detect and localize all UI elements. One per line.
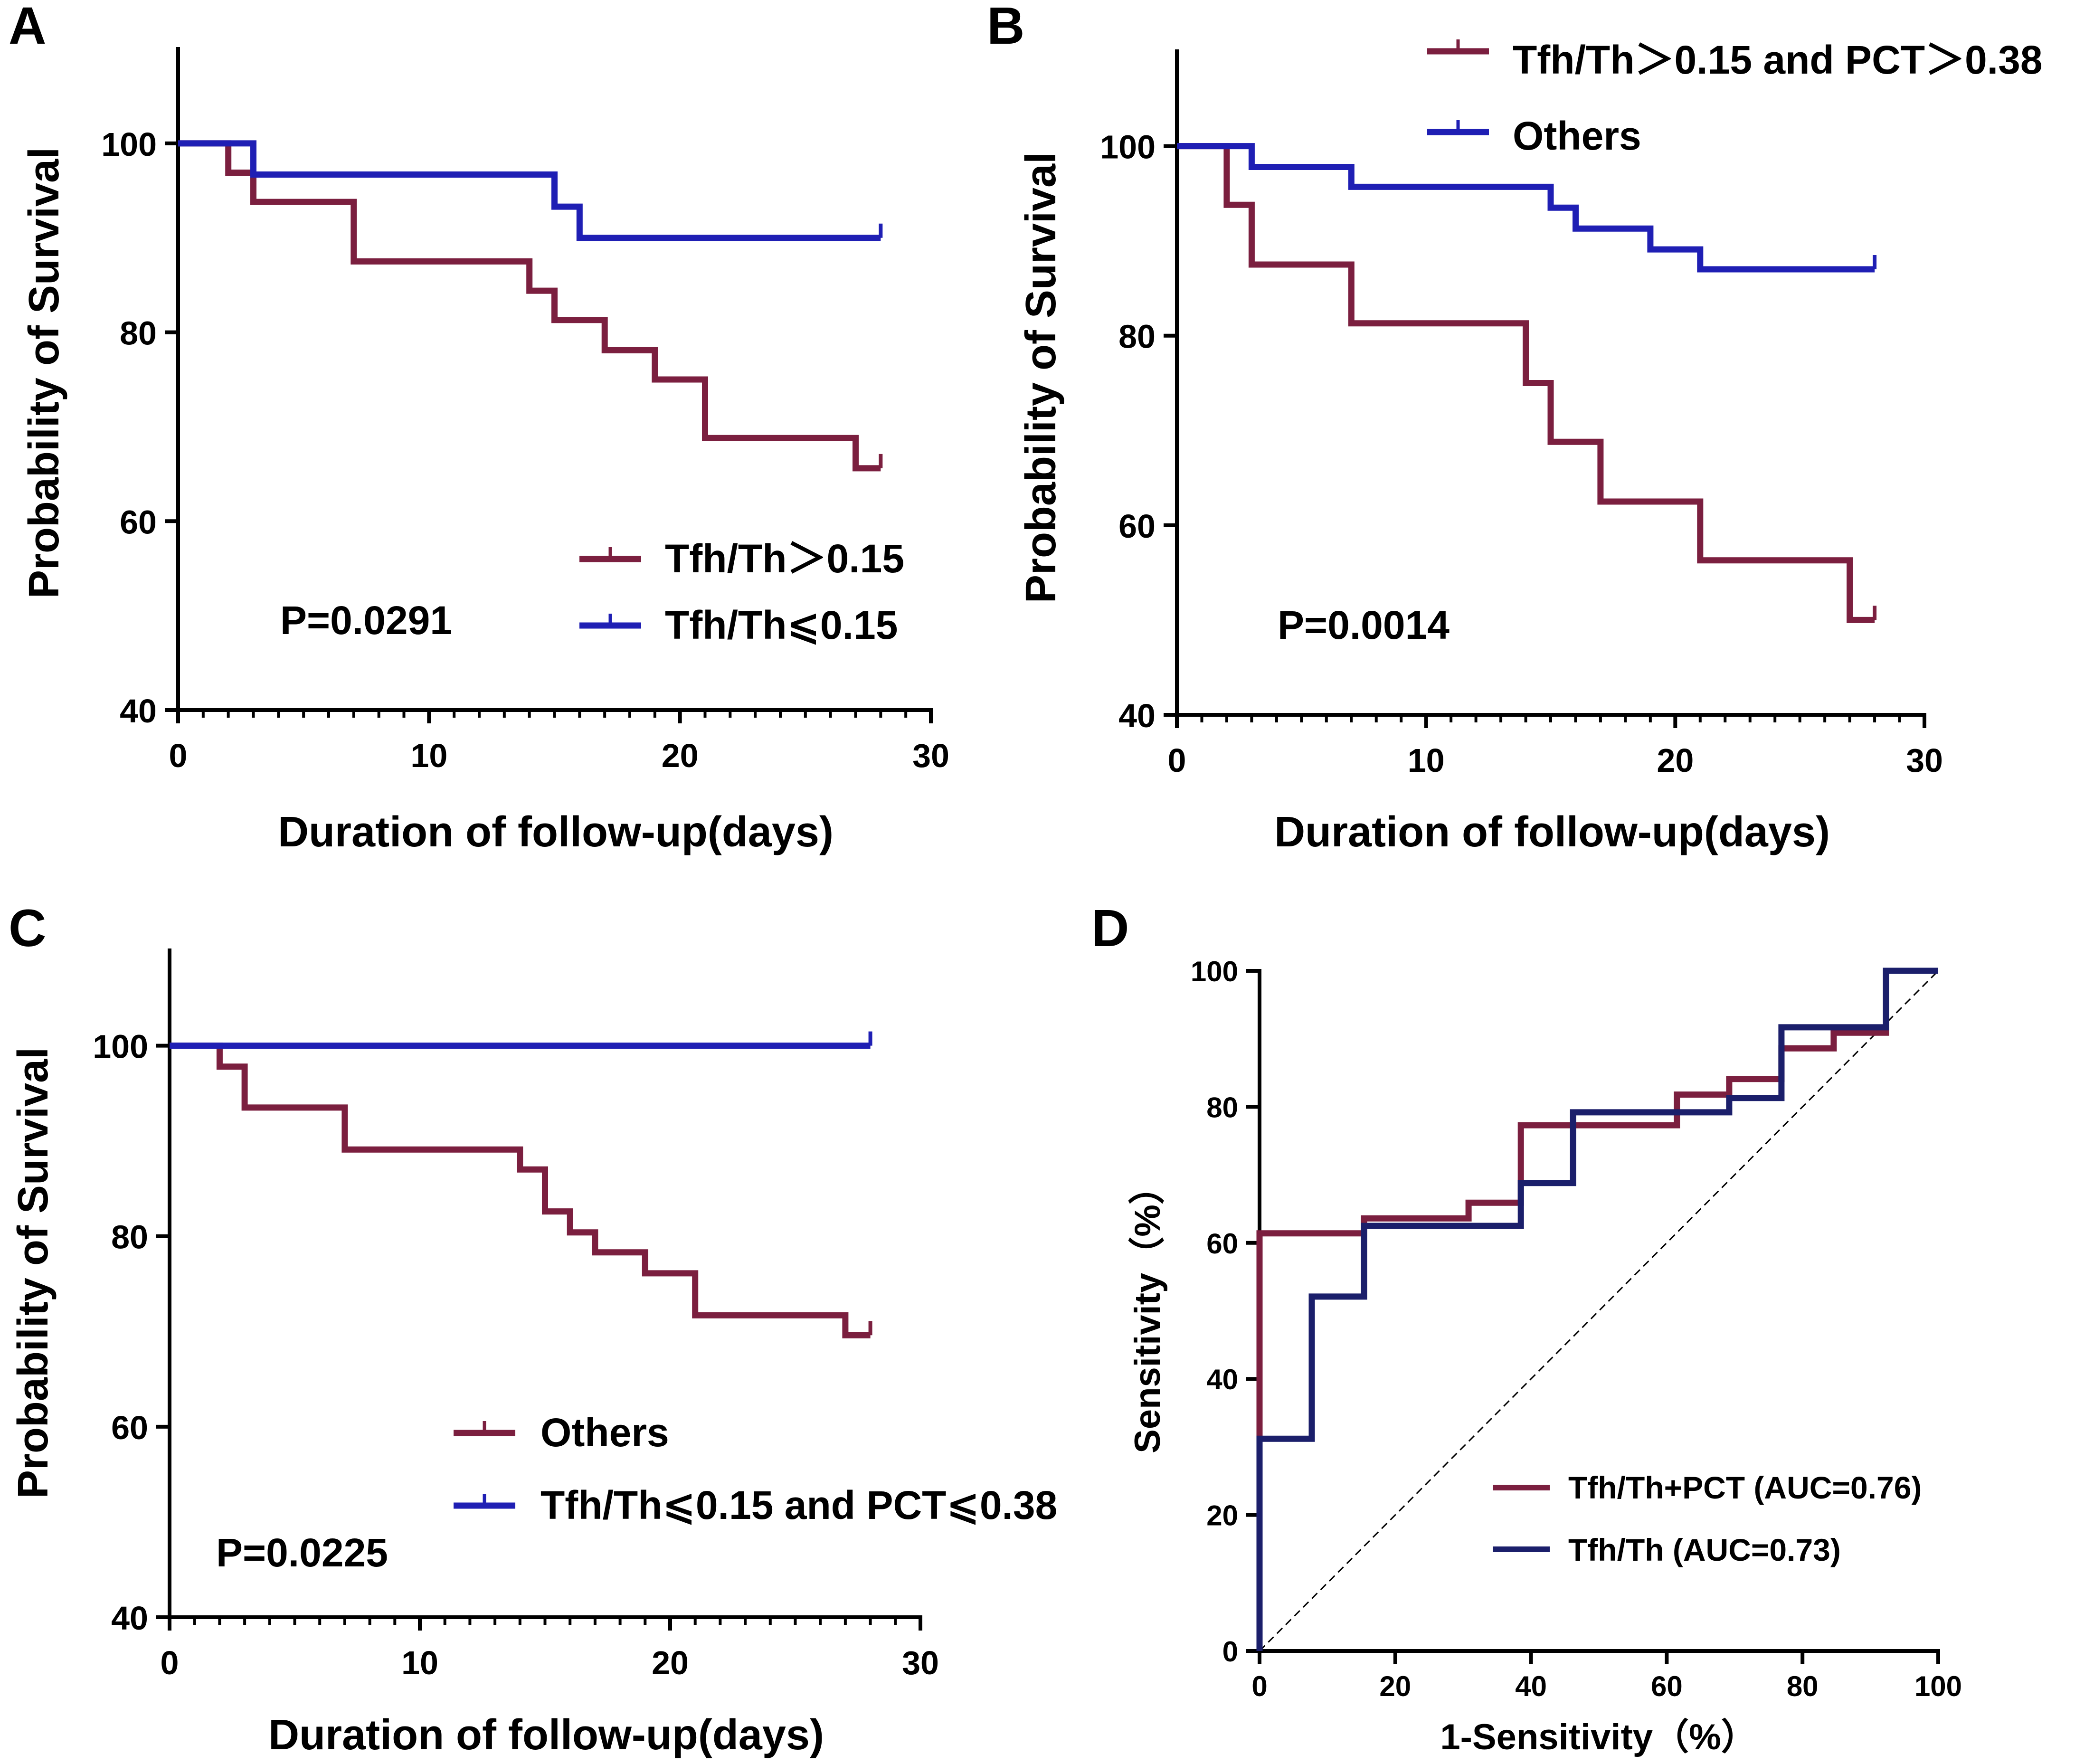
panel-b-x-axis-title: Duration of follow-up(days) (1274, 808, 1830, 856)
panel-c-y-axis-title: Probability of Survival (9, 1047, 57, 1498)
panel-a-axes: 0 10 20 30 40 60 80 100 (101, 47, 949, 774)
panel-b-y-tick-label: 60 (1118, 508, 1156, 545)
panel-d-series-0-line (1256, 967, 1938, 1651)
panel-d-curves (1256, 967, 1938, 1651)
panel-c-x-tick-label: 30 (902, 1644, 939, 1681)
panel-b-x-tick-label: 20 (1657, 742, 1694, 779)
panel-letter-a: A (9, 0, 46, 55)
panel-letter-d: D (1091, 899, 1129, 958)
panel-letter-b: B (987, 0, 1024, 55)
panel-b-p-value: P=0.0014 (1278, 603, 1450, 647)
panel-c-x-tick-label: 20 (652, 1644, 689, 1681)
panel-d-series-1-line (1256, 967, 1938, 1651)
panel-b-legend: Tfh/Th＞0.15 and PCT＞0.38 Others (1427, 38, 2043, 158)
legend-label-d-0: Tfh/Th+PCT (AUC=0.76) (1568, 1470, 1922, 1505)
panel-a-y-tick-label: 80 (120, 315, 157, 352)
panel-d-x-tick-label: 20 (1379, 1670, 1411, 1702)
panel-b-y-tick-label: 80 (1118, 318, 1156, 355)
panel-b-x-tick-label: 30 (1906, 742, 1943, 779)
panel-a-curves (178, 140, 883, 472)
panel-d: D 0 20 40 60 80 100 0 20 40 60 80 100 1-Sensitivity… (1091, 899, 1962, 1757)
legend-label-b-0: Tfh/Th＞0.15 and PCT＞0.38 (1513, 38, 2043, 82)
panel-d-y-tick-label: 40 (1206, 1364, 1238, 1395)
panel-b-series-1-line (1177, 143, 1875, 273)
legend-label-c-1: Tfh/Th⩽0.15 and PCT⩽0.38 (540, 1483, 1057, 1527)
panel-c-series-0-line (170, 1043, 871, 1338)
panel-d-y-tick-label: 100 (1191, 956, 1238, 987)
panel-d-x-tick-label: 80 (1787, 1670, 1819, 1702)
panel-b: B 0 10 20 30 40 60 80 100 Duration of follow-up… (987, 0, 2043, 856)
panel-c-axes: 0 10 20 30 40 60 80 100 (93, 948, 939, 1681)
panel-d-y-tick-label: 60 (1206, 1228, 1238, 1260)
panel-b-series-0-line (1177, 143, 1875, 623)
panel-d-y-axis-title: Sensitivity（%） (1128, 1168, 1168, 1453)
panel-a-y-tick-label: 40 (120, 692, 157, 730)
panel-d-y-tick-label: 0 (1222, 1636, 1238, 1668)
panel-c-y-tick-label: 100 (93, 1028, 148, 1065)
panel-b-y-axis-title: Probability of Survival (1017, 152, 1065, 603)
panel-c-curves (170, 1031, 872, 1338)
panel-d-axes: 0 20 40 60 80 100 0 20 40 60 80 100 (1191, 956, 1962, 1702)
panel-a-y-tick-label: 100 (101, 126, 157, 163)
panel-c-x-tick-label: 10 (401, 1644, 438, 1681)
panel-d-y-tick-label: 20 (1206, 1500, 1238, 1532)
panel-a-x-axis-title: Duration of follow-up(days) (278, 808, 834, 856)
panel-c-y-tick-label: 80 (111, 1219, 148, 1256)
panel-a-x-tick-label: 30 (912, 737, 949, 774)
legend-label-c-0: Others (540, 1410, 669, 1455)
panel-d-x-tick-label: 0 (1251, 1670, 1267, 1702)
legend-label-a-1: Tfh/Th⩽0.15 (665, 603, 898, 647)
panel-d-x-axis-title: 1-Sensitivity（%） (1440, 1717, 1757, 1757)
panel-a-x-tick-label: 0 (169, 737, 188, 774)
panel-c: C 0 10 20 30 40 60 80 100 Duration of follow-up… (9, 899, 1057, 1759)
panel-b-y-tick-label: 40 (1118, 697, 1156, 734)
panel-a-y-axis-title: Probability of Survival (20, 147, 68, 598)
panel-b-x-tick-label: 10 (1408, 742, 1445, 779)
legend-label-b-1: Others (1513, 114, 1641, 158)
panel-d-x-tick-label: 100 (1914, 1670, 1962, 1702)
panel-d-x-tick-label: 40 (1515, 1670, 1547, 1702)
panel-a-x-tick-label: 20 (662, 737, 699, 774)
panel-a-y-tick-label: 60 (120, 503, 157, 541)
legend-label-a-0: Tfh/Th＞0.15 (665, 536, 904, 581)
panel-b-axes: 0 10 20 30 40 60 80 100 (1100, 49, 1943, 779)
panel-b-x-tick-label: 0 (1168, 742, 1186, 779)
panel-d-y-tick-label: 80 (1206, 1091, 1238, 1123)
panel-d-x-tick-label: 60 (1651, 1670, 1683, 1702)
panel-b-curves (1177, 143, 1877, 623)
panel-c-x-axis-title: Duration of follow-up(days) (268, 1711, 824, 1759)
panel-c-y-tick-label: 60 (111, 1409, 148, 1446)
panel-a-p-value: P=0.0291 (280, 598, 452, 643)
legend-label-d-1: Tfh/Th (AUC=0.73) (1568, 1532, 1841, 1567)
panel-b-y-tick-label: 100 (1100, 129, 1156, 166)
panel-d-legend: Tfh/Th+PCT (AUC=0.76) Tfh/Th (AUC=0.73) (1493, 1470, 1922, 1567)
panel-c-x-tick-label: 0 (161, 1644, 179, 1681)
panel-a-series-0-line (178, 140, 881, 472)
panel-c-legend: Others Tfh/Th⩽0.15 and PCT⩽0.38 (454, 1410, 1057, 1527)
panel-a: A 0 10 20 30 40 60 80 100 Duration of follow-up… (9, 0, 949, 856)
panel-a-legend: Tfh/Th＞0.15 Tfh/Th⩽0.15 (579, 536, 904, 647)
panel-a-series-1-line (178, 140, 881, 241)
panel-c-p-value: P=0.0225 (216, 1530, 388, 1575)
panel-letter-c: C (9, 899, 46, 958)
panel-a-x-tick-label: 10 (410, 737, 447, 774)
panel-c-y-tick-label: 40 (111, 1600, 148, 1637)
